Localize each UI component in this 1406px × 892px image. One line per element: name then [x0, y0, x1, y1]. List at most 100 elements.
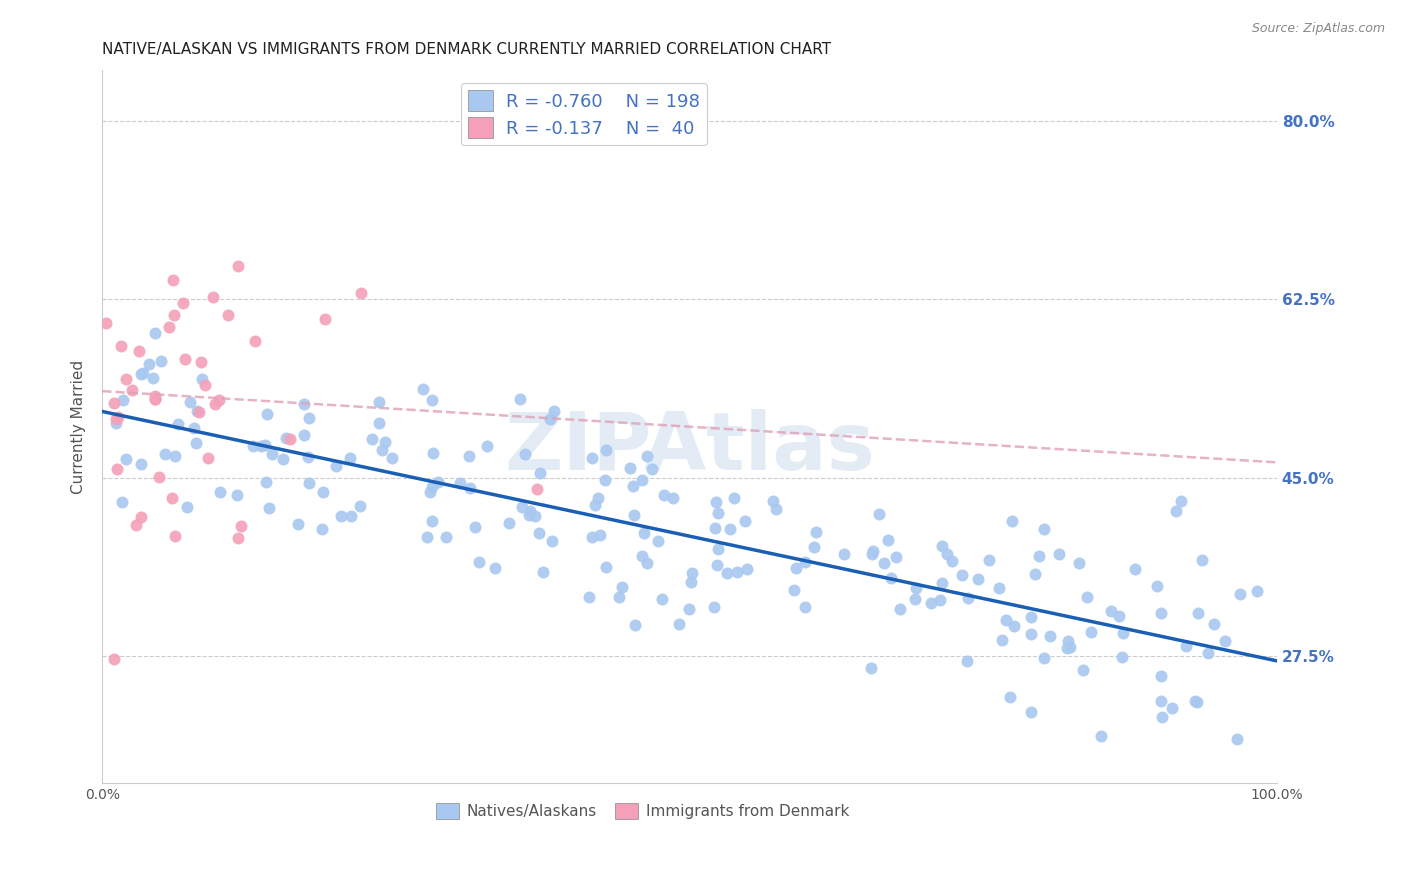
Point — [186, 404, 208, 418]
Point — [298, 411, 321, 425]
Point — [1184, 694, 1206, 708]
Point — [1019, 627, 1042, 641]
Point — [340, 509, 363, 524]
Point — [1056, 640, 1078, 655]
Point — [420, 393, 443, 408]
Point — [273, 452, 295, 467]
Point — [519, 504, 541, 518]
Point — [509, 392, 531, 407]
Point — [723, 491, 745, 505]
Point — [412, 382, 434, 396]
Point — [143, 389, 166, 403]
Point — [172, 295, 194, 310]
Point — [381, 450, 404, 465]
Point — [541, 534, 564, 549]
Point — [103, 651, 125, 665]
Point — [513, 446, 536, 460]
Point — [131, 457, 153, 471]
Point — [681, 566, 703, 580]
Point — [176, 500, 198, 515]
Point — [143, 326, 166, 340]
Point — [593, 473, 616, 487]
Point — [183, 421, 205, 435]
Point — [1059, 640, 1081, 654]
Point — [782, 583, 804, 598]
Point — [1021, 706, 1043, 720]
Point — [191, 372, 214, 386]
Point — [1080, 625, 1102, 640]
Point — [595, 443, 617, 458]
Point — [190, 355, 212, 369]
Point — [330, 509, 353, 524]
Point — [647, 533, 669, 548]
Point — [349, 499, 371, 513]
Point — [250, 439, 273, 453]
Point — [991, 632, 1014, 647]
Point — [651, 591, 673, 606]
Point — [1225, 731, 1247, 746]
Point — [226, 488, 249, 502]
Point — [1170, 493, 1192, 508]
Point — [1024, 566, 1046, 581]
Point — [1108, 609, 1130, 624]
Point — [956, 654, 979, 668]
Point — [734, 514, 756, 528]
Point — [1071, 664, 1094, 678]
Point — [1032, 651, 1054, 665]
Point — [226, 259, 249, 273]
Point — [110, 338, 132, 352]
Point — [583, 498, 606, 512]
Point — [589, 528, 612, 542]
Point — [162, 273, 184, 287]
Point — [517, 508, 540, 522]
Point — [107, 409, 129, 424]
Point — [607, 590, 630, 604]
Point — [131, 367, 153, 381]
Point — [1185, 695, 1208, 709]
Text: Source: ZipAtlas.com: Source: ZipAtlas.com — [1251, 22, 1385, 36]
Point — [253, 438, 276, 452]
Point — [143, 392, 166, 407]
Point — [869, 507, 891, 521]
Point — [294, 428, 316, 442]
Point — [242, 439, 264, 453]
Point — [361, 432, 384, 446]
Point — [619, 460, 641, 475]
Legend: Natives/Alaskans, Immigrants from Denmark: Natives/Alaskans, Immigrants from Denmar… — [430, 797, 855, 825]
Point — [477, 439, 499, 453]
Point — [350, 286, 373, 301]
Point — [371, 443, 394, 458]
Point — [142, 371, 165, 385]
Point — [226, 532, 249, 546]
Point — [434, 530, 457, 544]
Point — [803, 541, 825, 555]
Point — [1090, 729, 1112, 743]
Point — [860, 547, 883, 561]
Point — [631, 473, 654, 487]
Point — [243, 334, 266, 349]
Point — [578, 590, 600, 604]
Point — [314, 311, 336, 326]
Point — [1150, 669, 1173, 683]
Point — [762, 494, 785, 508]
Point — [935, 547, 957, 561]
Point — [1197, 646, 1219, 660]
Point — [718, 522, 741, 536]
Point — [339, 451, 361, 466]
Point — [633, 526, 655, 541]
Point — [217, 308, 239, 322]
Point — [256, 407, 278, 421]
Point — [128, 343, 150, 358]
Point — [1246, 583, 1268, 598]
Point — [1164, 503, 1187, 517]
Point — [1112, 625, 1135, 640]
Point — [1213, 634, 1236, 648]
Point — [104, 411, 127, 425]
Point — [422, 445, 444, 459]
Point — [704, 521, 727, 535]
Point — [115, 372, 138, 386]
Point — [311, 521, 333, 535]
Point — [904, 591, 927, 606]
Y-axis label: Currently Married: Currently Married — [72, 359, 86, 494]
Point — [287, 516, 309, 531]
